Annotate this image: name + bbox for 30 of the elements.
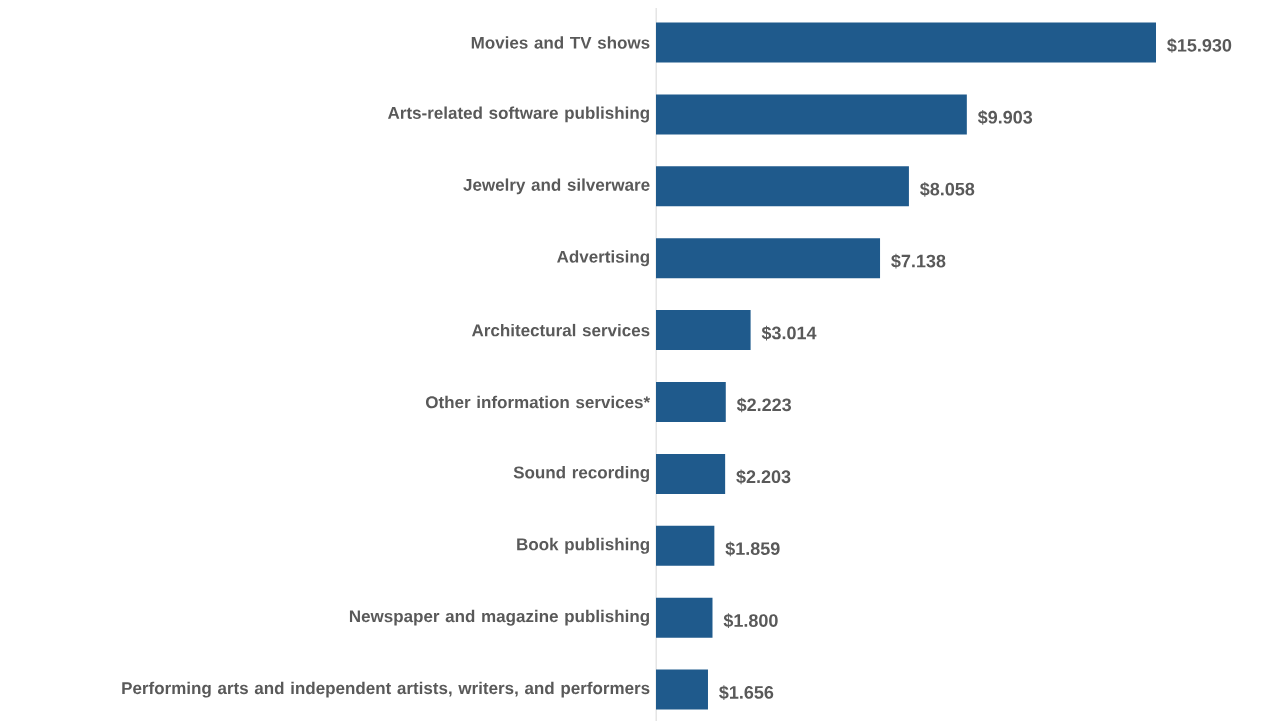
- data-label: $2.223: [736, 397, 792, 413]
- y-tick-label: Book publishing: [517, 537, 650, 554]
- y-tick-label: Movies and TV shows: [471, 36, 650, 49]
- data-label: $2.203: [736, 469, 791, 485]
- bar: [656, 597, 713, 638]
- data-label: $9.903: [977, 110, 1033, 125]
- data-label: $7.138: [891, 253, 946, 269]
- bar: [656, 22, 1157, 63]
- bar: [656, 669, 708, 710]
- bar: [656, 382, 726, 423]
- bar: [656, 453, 726, 494]
- y-tick-label: Jewelry and silverware: [463, 178, 650, 195]
- y-tick-label: Architectural services: [471, 323, 650, 337]
- data-label: $1.859: [725, 541, 780, 557]
- bar: [656, 94, 967, 135]
- data-label: $1.656: [719, 685, 774, 700]
- y-tick-label: Advertising: [557, 250, 649, 267]
- bar: [656, 310, 751, 351]
- y-tick-label: Newspaper and magazine publishing: [349, 609, 649, 626]
- data-label: $8.058: [920, 181, 975, 197]
- y-tick-label: Other information services*: [425, 395, 651, 409]
- y-tick-label: Performing arts and independent artists, writers, and performers: [122, 681, 650, 698]
- y-tick-label: Arts-related software publishing: [387, 106, 649, 123]
- data-label: $1.800: [723, 613, 778, 629]
- data-label: $3.014: [761, 325, 817, 341]
- y-tick-label: Sound recording: [513, 465, 649, 482]
- data-label: $15.930: [1167, 38, 1232, 53]
- bar: [656, 166, 909, 207]
- bar: [656, 238, 881, 279]
- bar: [656, 525, 715, 566]
